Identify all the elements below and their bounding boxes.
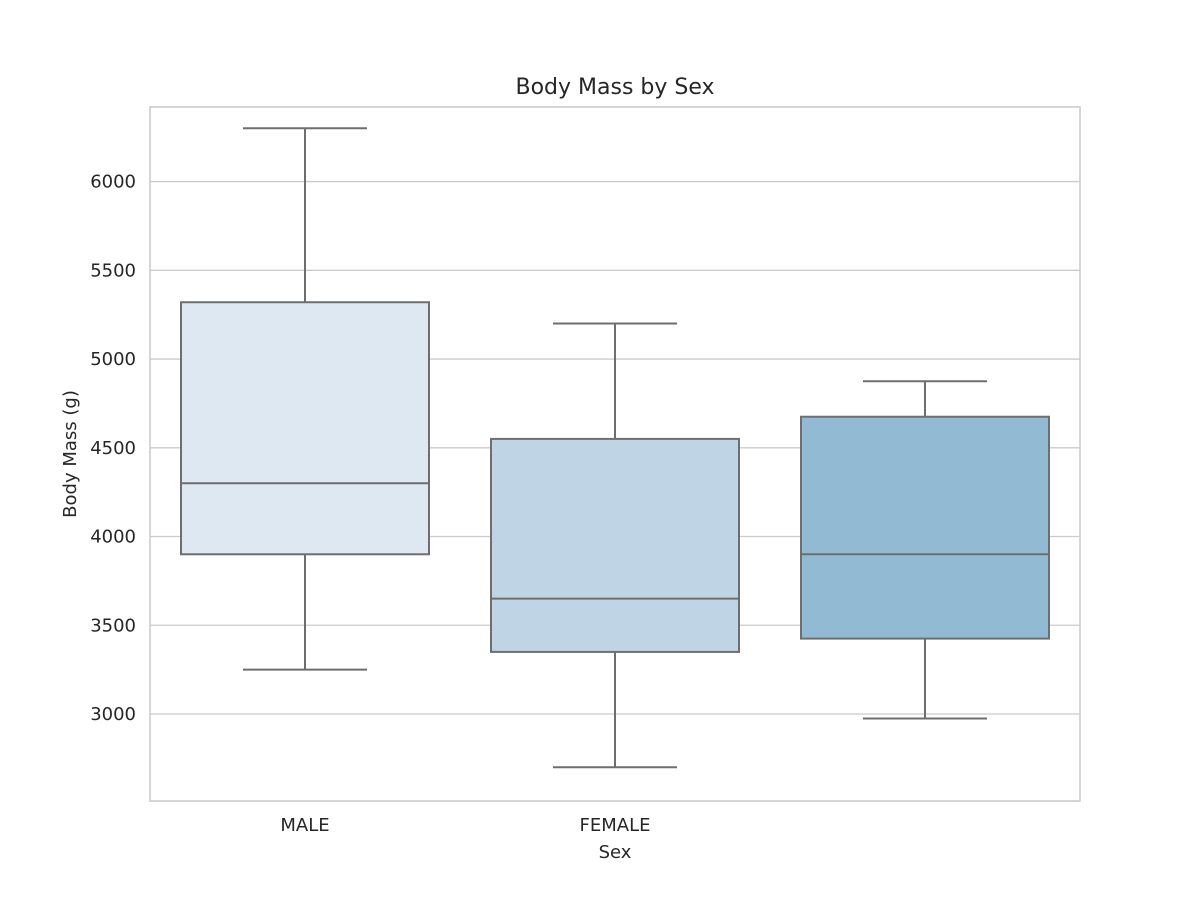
x-tick-labels: MALE FEMALE (280, 815, 650, 836)
box-group (180, 127, 430, 671)
y-axis-label: Body Mass (g) (60, 390, 81, 518)
x-tick-label: FEMALE (580, 815, 651, 836)
y-tick-label: 5000 (90, 349, 136, 370)
box-group (490, 322, 740, 769)
y-tick-label: 5500 (90, 260, 136, 281)
x-tick-label: MALE (280, 815, 329, 836)
box-group (800, 380, 1050, 720)
y-tick-label: 4500 (90, 438, 136, 459)
iqr-box (490, 437, 740, 653)
chart-title: Body Mass by Sex (515, 75, 714, 100)
y-tick-labels: 3000 3500 4000 4500 5000 5500 6000 (90, 172, 136, 725)
plot-frame (149, 106, 1081, 802)
y-tick-label: 6000 (90, 172, 136, 193)
iqr-box (180, 301, 430, 556)
box-layer (180, 127, 1050, 769)
x-axis-label: Sex (599, 842, 632, 863)
y-tick-label: 3000 (90, 704, 136, 725)
y-tick-label: 3500 (90, 615, 136, 636)
iqr-box (800, 415, 1050, 640)
y-tick-label: 4000 (90, 527, 136, 548)
